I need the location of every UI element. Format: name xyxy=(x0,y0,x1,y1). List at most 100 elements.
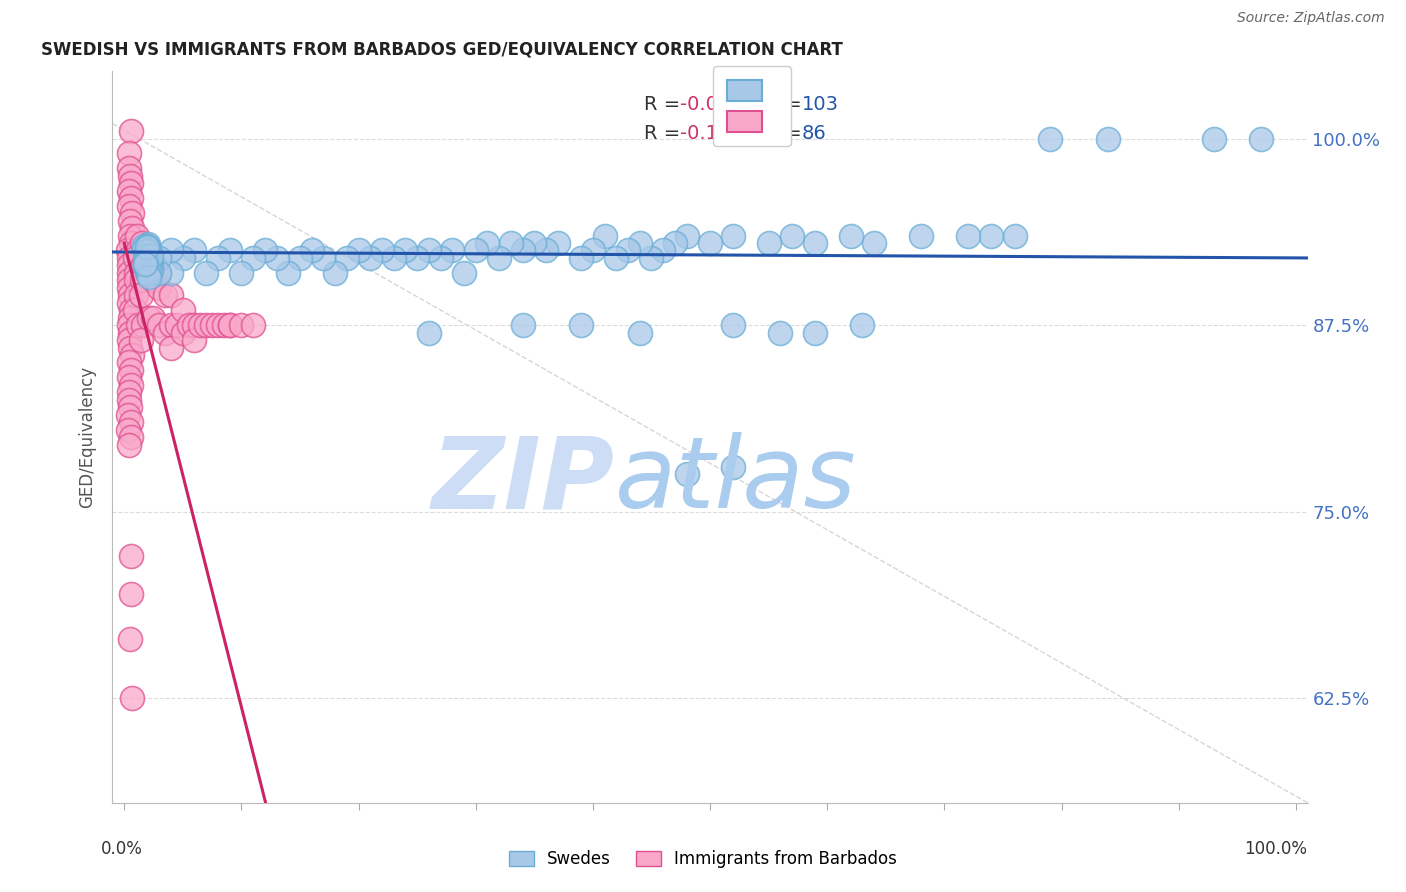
Point xyxy=(120,377,142,392)
Point xyxy=(166,318,188,332)
Point xyxy=(118,281,141,295)
Point xyxy=(429,251,451,265)
Point xyxy=(120,310,142,325)
Point xyxy=(138,250,160,264)
Point xyxy=(839,228,862,243)
Point xyxy=(118,355,141,369)
Point xyxy=(212,318,235,332)
Point xyxy=(134,238,156,252)
Point xyxy=(723,318,745,332)
Point xyxy=(512,318,534,332)
Point xyxy=(118,251,141,265)
Point xyxy=(118,273,141,287)
Point xyxy=(138,310,160,325)
Point xyxy=(218,244,240,258)
Point xyxy=(188,318,212,332)
Point xyxy=(477,235,499,250)
Point xyxy=(336,251,359,265)
Text: R =: R = xyxy=(644,124,686,143)
Point xyxy=(134,242,156,256)
Text: 0.0%: 0.0% xyxy=(101,840,142,858)
Point xyxy=(499,235,522,250)
Point xyxy=(118,437,141,451)
Point xyxy=(418,326,440,340)
Point xyxy=(118,392,141,407)
Point xyxy=(242,318,264,332)
Point xyxy=(120,401,142,415)
Point xyxy=(142,273,165,287)
Point xyxy=(195,318,218,332)
Text: SWEDISH VS IMMIGRANTS FROM BARBADOS GED/EQUIVALENCY CORRELATION CHART: SWEDISH VS IMMIGRANTS FROM BARBADOS GED/… xyxy=(41,41,842,59)
Point xyxy=(253,244,276,258)
Point xyxy=(120,341,142,355)
Point xyxy=(453,266,475,280)
Point xyxy=(277,266,299,280)
Point xyxy=(118,259,141,273)
Point xyxy=(138,245,160,260)
Point xyxy=(418,244,440,258)
Point xyxy=(136,239,159,253)
Point xyxy=(117,244,139,258)
Point xyxy=(120,415,142,429)
Point xyxy=(139,263,162,277)
Point xyxy=(138,249,160,263)
Point xyxy=(127,244,149,258)
Point xyxy=(118,266,141,280)
Point xyxy=(138,258,160,272)
Point xyxy=(120,303,142,318)
Point xyxy=(117,199,139,213)
Point xyxy=(172,251,194,265)
Point xyxy=(160,266,183,280)
Text: 103: 103 xyxy=(801,95,839,114)
Point xyxy=(134,257,156,271)
Point xyxy=(136,237,159,252)
Point xyxy=(132,259,155,273)
Point xyxy=(569,318,592,332)
Point xyxy=(117,333,139,347)
Point xyxy=(117,295,139,310)
Point xyxy=(118,385,141,400)
Point xyxy=(118,161,141,176)
Point xyxy=(406,251,429,265)
Point xyxy=(118,213,141,227)
Point xyxy=(723,459,745,474)
Point xyxy=(125,228,148,243)
Point xyxy=(120,549,142,564)
Point xyxy=(135,252,157,267)
Point xyxy=(347,244,370,258)
Point xyxy=(804,235,827,250)
Point xyxy=(288,251,311,265)
Point xyxy=(207,251,229,265)
Point xyxy=(628,326,651,340)
Point xyxy=(148,251,170,265)
Point xyxy=(569,251,592,265)
Point xyxy=(177,318,200,332)
Point xyxy=(201,318,224,332)
Point xyxy=(207,318,229,332)
Point xyxy=(675,467,697,482)
Legend: Swedes, Immigrants from Barbados: Swedes, Immigrants from Barbados xyxy=(502,844,904,875)
Point xyxy=(863,235,886,250)
Point xyxy=(910,228,932,243)
Point xyxy=(488,251,510,265)
Point xyxy=(136,263,159,277)
Point xyxy=(172,303,194,318)
Point xyxy=(1039,131,1062,145)
Point xyxy=(160,341,183,355)
Point xyxy=(118,318,141,332)
Text: atlas: atlas xyxy=(614,433,856,530)
Point xyxy=(160,244,183,258)
Point xyxy=(131,333,153,347)
Point xyxy=(136,267,159,281)
Point xyxy=(136,265,159,279)
Point xyxy=(139,249,162,263)
Point xyxy=(160,288,183,302)
Point xyxy=(312,251,335,265)
Point xyxy=(148,281,170,295)
Point xyxy=(117,423,139,437)
Point xyxy=(125,288,148,302)
Point xyxy=(139,261,162,276)
Point xyxy=(135,249,157,263)
Point xyxy=(136,237,159,252)
Point xyxy=(134,257,156,271)
